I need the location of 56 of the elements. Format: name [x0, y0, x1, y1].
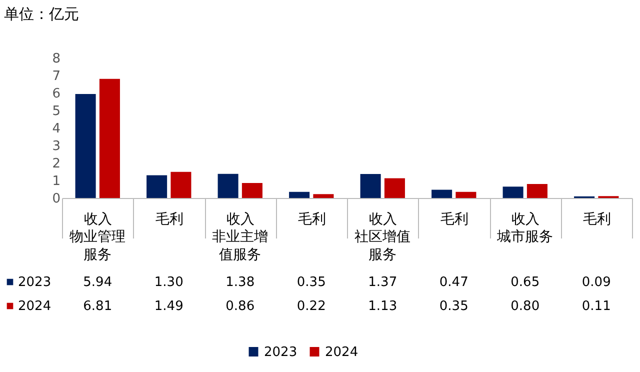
bar — [384, 178, 405, 198]
legend-label: 2024 — [18, 299, 52, 314]
text: 非业主增值服务 — [212, 229, 268, 263]
bar — [218, 174, 238, 198]
x-tick-label: 收入 — [84, 212, 112, 228]
y-tick-label: 0 — [52, 192, 60, 206]
y-tick-label: 8 — [52, 52, 60, 66]
data-label: 1.49 — [154, 299, 184, 314]
y-tick-label: 1 — [52, 174, 60, 189]
text: 2023 — [264, 344, 298, 360]
bar — [456, 192, 476, 198]
text: 城市服务 — [496, 229, 554, 245]
x-tick-label: 毛利 — [298, 212, 326, 228]
y-tick-label: 4 — [52, 122, 60, 136]
x-tick-label: 收入 — [226, 212, 255, 228]
y-tick-label: 7 — [52, 69, 60, 84]
data-label: 1.38 — [226, 275, 255, 290]
bar — [75, 94, 96, 198]
bar — [146, 175, 168, 198]
data-label: 5.94 — [83, 275, 112, 290]
x-tick-label: 收入 — [369, 212, 398, 228]
y-tick-label: 5 — [52, 104, 60, 119]
x-tick-label: 毛利 — [155, 212, 184, 228]
bar — [99, 78, 120, 198]
legend-label: 2023 — [18, 275, 52, 290]
text: 社区增值服务 — [354, 229, 411, 263]
text: 2024 — [325, 344, 358, 360]
data-label: 0.80 — [510, 299, 540, 314]
data-label: 0.47 — [439, 275, 468, 290]
text: 物业管理服务 — [70, 229, 126, 263]
x-tick-label: 收入 — [512, 212, 540, 228]
data-label: 0.09 — [582, 275, 611, 290]
data-label: 0.86 — [226, 299, 255, 314]
data-label: 0.65 — [510, 275, 540, 290]
y-tick-label: 3 — [52, 139, 60, 154]
bar — [526, 184, 548, 198]
bar — [502, 186, 524, 198]
bar — [360, 174, 381, 198]
bar — [313, 194, 334, 198]
x-tick-label: 毛利 — [440, 212, 468, 228]
y-tick-label: 6 — [52, 86, 60, 102]
x-tick-label: 毛利 — [582, 212, 611, 228]
bar — [289, 192, 310, 198]
data-label: 1.37 — [368, 275, 398, 290]
bar — [170, 172, 192, 198]
bar — [242, 182, 262, 198]
data-label: 0.35 — [439, 299, 468, 314]
y-tick-label: 2 — [52, 156, 60, 172]
data-label: 0.11 — [582, 299, 611, 314]
data-label: 0.22 — [296, 299, 326, 314]
data-label: 1.13 — [368, 299, 398, 314]
data-label: 1.30 — [154, 275, 184, 290]
chart-title: 单位：亿元 — [4, 5, 79, 23]
data-label: 6.81 — [83, 299, 112, 314]
data-label: 0.35 — [296, 275, 326, 290]
bar — [432, 190, 452, 198]
